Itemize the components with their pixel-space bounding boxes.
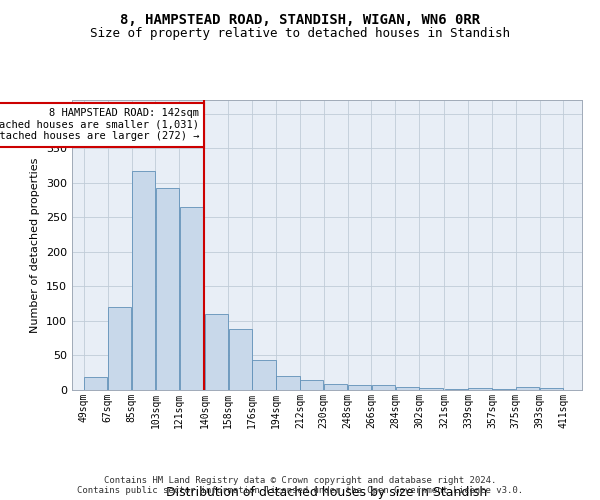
Bar [516, 386, 539, 390]
Text: Size of property relative to detached houses in Standish: Size of property relative to detached ho… [90, 28, 510, 40]
Bar [84, 377, 107, 390]
Text: 8, HAMPSTEAD ROAD, STANDISH, WIGAN, WN6 0RR: 8, HAMPSTEAD ROAD, STANDISH, WIGAN, WN6 … [120, 12, 480, 26]
Bar [419, 388, 443, 390]
Bar [132, 171, 155, 390]
Bar [179, 207, 203, 390]
Bar [469, 388, 491, 390]
Y-axis label: Number of detached properties: Number of detached properties [31, 158, 40, 332]
Bar [205, 314, 228, 390]
Bar [156, 188, 179, 390]
Bar [300, 380, 323, 390]
Bar [372, 385, 395, 390]
Bar [445, 388, 468, 390]
Bar [229, 329, 252, 390]
Bar [348, 385, 371, 390]
Bar [540, 388, 563, 390]
Bar [277, 376, 299, 390]
Bar [324, 384, 347, 390]
Text: Contains HM Land Registry data © Crown copyright and database right 2024.
Contai: Contains HM Land Registry data © Crown c… [77, 476, 523, 495]
Bar [253, 360, 275, 390]
Bar [108, 307, 131, 390]
Text: 8 HAMPSTEAD ROAD: 142sqm
← 79% of detached houses are smaller (1,031)
21% of sem: 8 HAMPSTEAD ROAD: 142sqm ← 79% of detach… [0, 108, 199, 142]
Bar [492, 388, 515, 390]
Bar [395, 386, 419, 390]
X-axis label: Distribution of detached houses by size in Standish: Distribution of detached houses by size … [166, 486, 488, 500]
